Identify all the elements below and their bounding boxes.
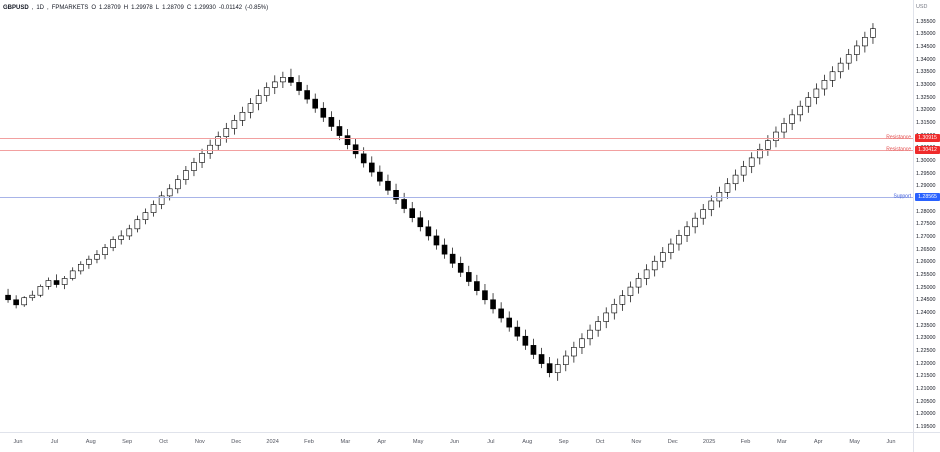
price-tick: 1.22000 (916, 360, 936, 367)
symbol-label[interactable]: GBPUSD (3, 5, 29, 11)
time-tick: Oct (595, 439, 605, 445)
time-tick: Apr (813, 439, 823, 445)
price-tick: 1.24500 (916, 297, 936, 304)
time-tick: Jun (886, 439, 896, 445)
price-tick: 1.35500 (916, 18, 936, 25)
price-tick: 1.27000 (916, 233, 936, 240)
time-tick: Mar (340, 439, 351, 445)
price-tick: 1.30000 (916, 157, 936, 164)
change-value: -0.01142 (218, 5, 243, 11)
time-tick: Sep (122, 439, 133, 445)
resistance-1-price-tag[interactable]: 1.30915 (915, 133, 940, 142)
time-tick: Mar (777, 439, 787, 445)
time-tick: Feb (304, 439, 314, 445)
price-tick: 1.20000 (916, 411, 936, 418)
time-tick: Sep (558, 439, 569, 445)
candlestick-series (5, 23, 876, 381)
time-tick: Aug (522, 439, 533, 445)
axis-corner (913, 432, 940, 452)
time-tick: Aug (85, 439, 96, 445)
price-tick: 1.20500 (916, 398, 936, 405)
price-tick: 1.31500 (916, 119, 936, 126)
price-tick: 1.35000 (916, 31, 936, 38)
time-tick: Oct (159, 439, 168, 445)
close-value: 1.29930 (194, 5, 216, 11)
low-label: L (155, 5, 160, 11)
price-tick: 1.27500 (916, 221, 936, 228)
time-axis[interactable]: Jun Jul Aug Sep Oct Nov Dec 2024 Feb Mar Apr May Jun… (0, 432, 913, 452)
time-tick: 2025 (702, 439, 716, 445)
price-tick: 1.21000 (916, 385, 936, 392)
price-tick: 1.26000 (916, 259, 936, 266)
price-tick: 1.23000 (916, 335, 936, 342)
price-tick: 1.26500 (916, 246, 936, 253)
price-tick: 1.34500 (916, 43, 936, 50)
price-tick: 1.25500 (916, 271, 936, 278)
price-tick: 1.32000 (916, 107, 936, 114)
open-label: O (91, 5, 97, 11)
low-value: 1.28709 (162, 5, 184, 11)
price-tick: 1.34000 (916, 56, 936, 63)
data-source-label: FPMARKETS (51, 5, 89, 11)
chart-plot-area[interactable] (0, 14, 913, 432)
time-tick: Jun (13, 439, 23, 445)
time-tick: Nov (194, 439, 205, 445)
price-tick: 1.25000 (916, 284, 936, 291)
price-tick: 1.29500 (916, 170, 936, 177)
resistance-2-label: Resistance (886, 146, 911, 153)
time-tick: May (412, 439, 424, 445)
close-label: C (186, 5, 192, 11)
change-percent: (-0.85%) (245, 5, 269, 11)
time-tick: Jul (50, 439, 58, 445)
price-tick: 1.22500 (916, 347, 936, 354)
price-axis[interactable]: USD 1.35500 1.35000 1.34500 1.34000 1.33500 1… (913, 0, 940, 432)
resistance-1-label: Resistance (886, 134, 911, 141)
price-tick: 1.21500 (916, 373, 936, 380)
price-tick: 1.33000 (916, 81, 936, 88)
currency-unit-label: USD (916, 4, 928, 10)
chart-legend[interactable]: GBPUSD, 1D, FPMARKETS O 1.28709 H 1.29978 … (3, 5, 269, 11)
time-tick: Jul (487, 439, 495, 445)
timeframe-label[interactable]: 1D (36, 5, 45, 11)
time-tick: Feb (740, 439, 751, 445)
price-tick: 1.33500 (916, 69, 936, 76)
resistance-2-price-tag[interactable]: 1.30412 (915, 146, 940, 155)
price-tick: 1.32500 (916, 94, 936, 101)
high-value: 1.29978 (131, 5, 153, 11)
time-tick: Nov (631, 439, 642, 445)
open-value: 1.28709 (99, 5, 121, 11)
support-1-label: Support (893, 193, 911, 200)
price-tick: 1.28000 (916, 208, 936, 215)
support-1-price-tag[interactable]: 1.28565 (915, 193, 940, 202)
time-tick: Dec (231, 439, 242, 445)
time-tick: Dec (667, 439, 678, 445)
price-tick: 1.24000 (916, 309, 936, 316)
time-tick: 2024 (266, 439, 279, 445)
time-tick: Jun (449, 439, 460, 445)
time-tick: May (849, 439, 860, 445)
price-tick: 1.23500 (916, 322, 936, 329)
price-tick: 1.19500 (916, 423, 936, 430)
price-tick: 1.29000 (916, 183, 936, 190)
high-label: H (123, 5, 129, 11)
time-tick: Apr (377, 439, 387, 445)
